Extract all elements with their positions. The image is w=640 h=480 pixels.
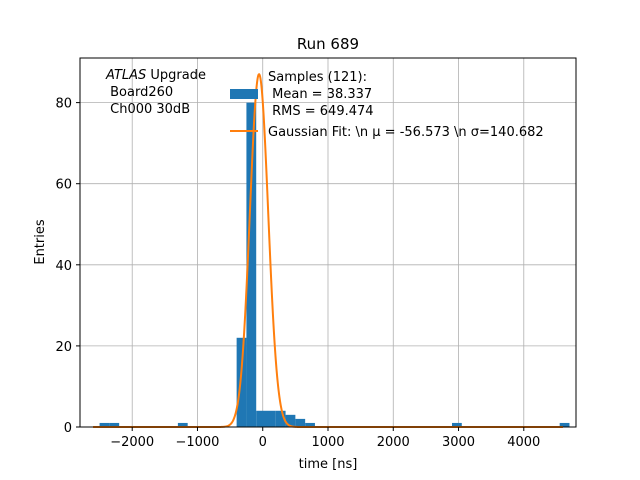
grid-lines <box>80 58 576 428</box>
legend-samples-label: Samples (121): Mean = 38.337 RMS = 649.4… <box>268 70 374 119</box>
y-tick-label: 40 <box>55 259 72 274</box>
annotation-upgrade: Upgrade <box>146 68 206 83</box>
legend-samples-swatch <box>230 89 258 99</box>
legend: Samples (121): Mean = 38.337 RMS = 649.4… <box>230 70 544 140</box>
x-tick-label: 4000 <box>507 435 540 450</box>
annotation-board: Board260 <box>106 85 173 100</box>
histogram-bar <box>285 414 296 427</box>
x-axis-label: time [ns] <box>299 457 358 472</box>
y-tick-label: 60 <box>55 178 72 193</box>
legend-fit-label: Gaussian Fit: \n μ = -56.573 \n σ=140.68… <box>268 125 544 140</box>
x-tick-label: 2000 <box>377 435 410 450</box>
histogram-bar <box>305 422 315 427</box>
histogram-bar <box>295 418 306 427</box>
histogram-bar <box>559 422 570 427</box>
x-tick-label: 0 <box>259 435 267 450</box>
histogram-bar <box>452 422 462 427</box>
histogram-bar <box>246 102 257 427</box>
x-tick-label: 3000 <box>442 435 475 450</box>
svg-text:ATLAS Upgrade: ATLAS Upgrade <box>105 68 206 83</box>
histogram-bar <box>177 422 188 427</box>
atlas-annotation: ATLAS Upgrade Board260 Ch000 30dB <box>105 68 206 117</box>
x-tick-label: 1000 <box>311 435 344 450</box>
x-tick-label: −2000 <box>110 435 154 450</box>
y-tick-label: 80 <box>55 97 72 112</box>
annotation-atlas: ATLAS <box>105 68 146 83</box>
histogram-bar <box>275 410 286 427</box>
annotation-channel: Ch000 30dB <box>106 102 190 117</box>
histogram-bar <box>236 337 247 427</box>
x-tick-label: −1000 <box>175 435 219 450</box>
y-tick-label: 0 <box>64 421 72 436</box>
chart-title: Run 689 <box>297 35 359 53</box>
histogram-bar <box>109 422 120 427</box>
histogram-bars <box>99 102 570 427</box>
y-axis-ticks: 0 20 40 60 80 <box>55 97 80 436</box>
x-axis-ticks: −2000 −1000 0 1000 2000 3000 4000 <box>110 427 540 450</box>
histogram-bar <box>99 422 110 427</box>
histogram-bar <box>256 410 266 427</box>
histogram-bar <box>266 410 276 427</box>
y-tick-label: 20 <box>55 340 72 355</box>
y-axis-label: Entries <box>33 219 48 265</box>
